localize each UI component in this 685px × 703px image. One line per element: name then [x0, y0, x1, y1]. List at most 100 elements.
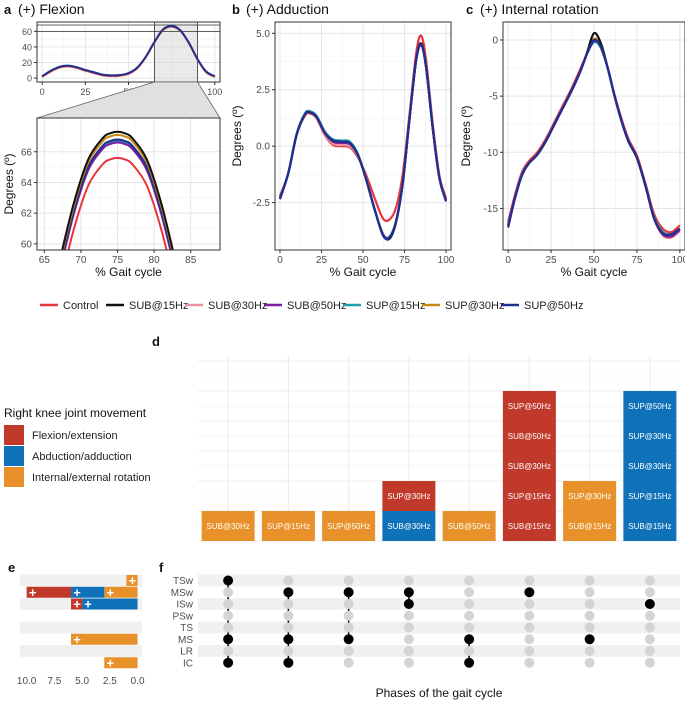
legend-swatch: [4, 467, 24, 487]
movement-legend: Right knee joint movement Flexion/extensi…: [4, 406, 151, 487]
bar-label: SUB@30Hz: [508, 462, 551, 471]
bar-segment: [82, 598, 138, 610]
bar-segment: [126, 575, 138, 586]
legend-item: SUB@30Hz: [185, 300, 267, 312]
row-stripe: [198, 621, 680, 634]
dot-inactive: [223, 599, 234, 609]
y-tick-label: 0.0: [256, 142, 270, 153]
bar-segment: [502, 391, 556, 541]
row-label: TS: [180, 623, 193, 634]
y-tick-label: 2.5: [256, 85, 270, 96]
dot-inactive: [223, 610, 234, 621]
dot-inactive: [584, 622, 595, 633]
x-tick-label: 85: [185, 255, 197, 266]
y-tick-label: -2.5: [253, 198, 271, 209]
bar-label: SUP@30Hz: [568, 492, 611, 501]
dot-inactive: [343, 599, 354, 609]
legend-swatch: [4, 446, 24, 466]
bar-label: SUP@50Hz: [327, 522, 370, 531]
x-tick-label: 5.0: [75, 676, 89, 687]
bar-label: SUP@50Hz: [508, 402, 551, 411]
panel-title: (+) Adduction: [246, 1, 329, 17]
x-tick-label: 100: [207, 87, 222, 97]
zoom-lines: [61, 130, 174, 250]
legend-title: Right knee joint movement: [4, 406, 147, 420]
panel-a: a(+) Flexion0255075100020406065707580856…: [2, 1, 222, 279]
bar-segment: [104, 586, 138, 598]
bar-segment: [442, 511, 496, 541]
y-tick-label: 62: [21, 209, 33, 220]
dot-active: [464, 634, 475, 645]
panel-label: f: [159, 560, 164, 575]
panel-label: e: [8, 560, 15, 575]
dot-active: [403, 599, 414, 609]
dot-inactive: [223, 646, 234, 656]
bar-segment: [26, 586, 72, 598]
y-tick-label: -10: [484, 148, 499, 159]
dot-active: [223, 634, 234, 645]
dot-active: [283, 634, 294, 645]
panel-label: d: [152, 334, 160, 349]
x-tick-label: 0.0: [131, 676, 145, 687]
dot-inactive: [584, 657, 595, 668]
y-tick-label: 60: [21, 239, 33, 250]
dot-inactive: [223, 622, 234, 633]
dot-inactive: [524, 622, 535, 633]
panel-e: e++++++++10.0 7.5 5.0 2.5 0.0: [8, 560, 145, 687]
x-tick-label: 80: [149, 255, 161, 266]
row-stripe: [198, 645, 680, 657]
x-tick-label: 2.5: [103, 676, 117, 687]
row-stripe: [20, 645, 142, 657]
dot-inactive: [584, 646, 595, 656]
x-axis-title: % Gait cycle: [561, 265, 628, 279]
dot-inactive: [343, 657, 354, 668]
bar-label: SUB@50Hz: [508, 432, 551, 441]
line-legend: Control SUB@15Hz SUB@30Hz SUB@50Hz SUP@15Hz S…: [40, 300, 583, 312]
dot-inactive: [403, 657, 414, 668]
row-label: LR: [180, 647, 193, 658]
y-tick-label: 5.0: [256, 29, 270, 40]
legend-item: SUB@50Hz: [264, 300, 346, 312]
plus-sign: +: [29, 585, 37, 600]
legend-item: SUP@50Hz: [501, 300, 583, 312]
bar-label: SUP@15Hz: [267, 522, 310, 531]
panel-d: d SUB@30Hz SUP@15Hz SUP@50Hz SUB@30Hz SUP@30H…: [152, 334, 680, 542]
bar-label: SUB@50Hz: [448, 522, 491, 531]
dot-inactive: [644, 634, 655, 645]
x-axis-title: % Gait cycle: [95, 265, 162, 279]
dot-inactive: [584, 587, 595, 598]
row-stripe: [198, 598, 680, 610]
legend-item: SUB@15Hz: [106, 300, 188, 312]
legend-label: Flexion/extension: [32, 430, 118, 442]
bar-label: SUP@50Hz: [628, 402, 671, 411]
line-SUP@50Hz: [41, 24, 216, 77]
dot-active: [223, 575, 234, 586]
dot-inactive: [524, 575, 535, 586]
dot-inactive: [283, 599, 294, 609]
dot-inactive: [524, 610, 535, 621]
bar-segment: [104, 657, 138, 669]
dot-inactive: [464, 622, 475, 633]
bar-label: SUP@30Hz: [387, 492, 430, 501]
legend-label: SUB@15Hz: [129, 300, 188, 312]
panel-title: (+) Internal rotation: [480, 1, 599, 17]
dot-inactive: [524, 657, 535, 668]
legend-item: SUP@15Hz: [343, 300, 425, 312]
row-label: MS: [178, 635, 193, 646]
legend-label: SUB@50Hz: [287, 300, 346, 312]
dot-inactive: [343, 610, 354, 621]
x-tick-label: 50: [588, 255, 600, 266]
dot-active: [524, 587, 535, 598]
legend-label: Internal/external rotation: [32, 472, 151, 484]
dot-active: [223, 657, 234, 668]
dot-inactive: [644, 657, 655, 668]
plus-sign: +: [106, 585, 114, 600]
dot-inactive: [644, 622, 655, 633]
line-SUP@50Hz: [507, 38, 681, 237]
dot-inactive: [644, 610, 655, 621]
bar-label: SUB@30Hz: [628, 462, 671, 471]
y-tick-label: 64: [21, 178, 33, 189]
row-label: IC: [183, 658, 193, 669]
